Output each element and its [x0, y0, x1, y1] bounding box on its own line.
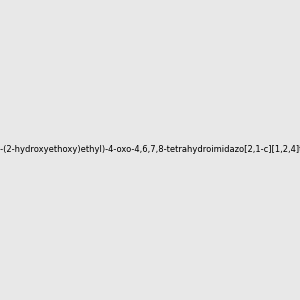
Text: 8-(4-fluorophenyl)-N-(2-(2-hydroxyethoxy)ethyl)-4-oxo-4,6,7,8-tetrahydroimidazo[: 8-(4-fluorophenyl)-N-(2-(2-hydroxyethoxy…: [0, 146, 300, 154]
